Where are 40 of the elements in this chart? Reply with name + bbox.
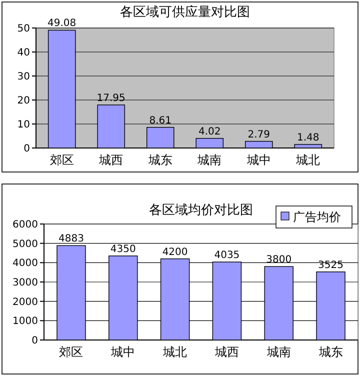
data-label: 17.95 <box>96 92 126 104</box>
y-tick-label: 0 <box>32 336 38 346</box>
y-tick-label: 20 <box>17 96 30 106</box>
data-label: 49.08 <box>48 18 76 30</box>
x-tick-label: 城南 <box>196 153 222 167</box>
x-tick-label: 城北 <box>162 345 188 359</box>
y-tick-label: 3000 <box>12 278 38 288</box>
data-label: 3800 <box>266 254 292 266</box>
x-tick-label: 城中 <box>110 345 136 359</box>
data-label: 4035 <box>214 250 240 261</box>
y-tick-label: 0 <box>24 144 30 154</box>
y-tick-label: 40 <box>17 48 30 58</box>
y-tick-label: 1000 <box>12 316 38 328</box>
data-label: 3525 <box>318 260 344 271</box>
y-tick-label: 5000 <box>12 238 38 250</box>
y-tick-label: 30 <box>17 72 30 82</box>
y-tick-label: 50 <box>17 24 30 34</box>
y-tick-label: 4000 <box>12 258 38 270</box>
x-tick-label: 城西 <box>214 345 239 359</box>
x-tick-label: 城北 <box>295 153 320 167</box>
x-tick-label: 城东 <box>318 345 343 359</box>
y-tick-label: 2000 <box>12 296 38 308</box>
y-tick-label: 10 <box>17 120 30 130</box>
x-tick-label: 城东 <box>147 153 172 167</box>
x-tick-label: 城中 <box>246 153 271 167</box>
data-label: 4350 <box>110 244 136 255</box>
chart-title: 各区域均价对比图 <box>149 203 253 218</box>
x-tick-label: 城西 <box>98 153 124 167</box>
legend-label: 广告均价 <box>293 210 341 224</box>
y-tick-label: 6000 <box>12 220 38 230</box>
data-label: 8.61 <box>149 115 172 126</box>
x-tick-label: 城南 <box>266 345 291 359</box>
x-tick-label: 郊区 <box>59 345 84 359</box>
data-label: 2.79 <box>248 129 270 140</box>
x-tick-label: 郊区 <box>50 153 74 167</box>
data-label: 4883 <box>58 234 84 245</box>
data-label: 1.48 <box>297 132 320 144</box>
data-label: 4.02 <box>198 126 221 138</box>
chart-title: 各区域可供应量对比图 <box>120 4 250 20</box>
data-label: 4200 <box>162 246 188 258</box>
